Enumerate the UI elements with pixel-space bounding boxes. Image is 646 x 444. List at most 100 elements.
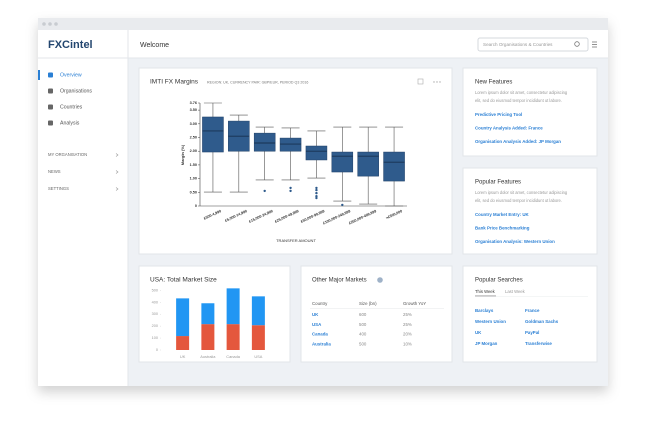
card-link[interactable]: Bank Price Benchmarking: [475, 226, 530, 231]
window-dot: [48, 22, 52, 26]
table-cell: 20%: [403, 332, 412, 337]
x-tick-label: UK: [180, 354, 186, 359]
table-cell: 400: [359, 332, 367, 337]
panel-title: Other Major Markets: [312, 278, 367, 284]
outlier: [289, 186, 292, 190]
x-tick-label: Australia: [200, 354, 216, 359]
card-text: Lorem ipsum dolor sit amet, consectetur …: [475, 90, 568, 95]
panel-title: IMTI FX Margins: [150, 79, 199, 86]
table-cell: 25%: [403, 322, 412, 327]
search-link[interactable]: France: [525, 308, 540, 313]
table-header: Country: [312, 301, 328, 306]
window-dot: [42, 22, 46, 26]
search-link[interactable]: Goldman Sachs: [525, 319, 559, 324]
search-link[interactable]: Western Union: [475, 319, 506, 324]
page-title: Welcome: [140, 42, 169, 49]
outlier: [315, 196, 318, 200]
x-tick-label: Canada: [226, 354, 240, 359]
bar-segment: [251, 325, 265, 350]
outlier: [289, 189, 292, 193]
tab[interactable]: This Week: [475, 289, 496, 294]
outlier: [315, 191, 318, 195]
search-link[interactable]: Transferwise: [525, 341, 552, 346]
nav-item[interactable]: Countries: [60, 104, 83, 110]
card-link[interactable]: Predictive Pricing Tool: [475, 112, 522, 117]
x-tick-label: £500-4,999: [203, 209, 222, 221]
card-link[interactable]: Country Market Entry: UK: [475, 212, 529, 217]
more-icon[interactable]: [433, 81, 435, 83]
box: [357, 151, 379, 177]
bar-segment: [176, 336, 190, 350]
outlier: [263, 189, 266, 193]
x-tick-label: >£500,000: [385, 209, 403, 220]
y-tick-label: 400: [152, 300, 158, 304]
nav-item[interactable]: Organisations: [60, 88, 92, 94]
more-icon[interactable]: [439, 81, 441, 83]
y-tick-label: 100: [152, 336, 158, 340]
chevron: [115, 170, 119, 174]
table-cell: 600: [359, 312, 367, 317]
bar-segment: [226, 288, 240, 325]
nav-item[interactable]: Analysis: [60, 120, 80, 126]
y-axis-label: Margin (%): [180, 144, 185, 165]
y-tick-label: 1.50: [190, 163, 197, 167]
table-header: Size (bn): [359, 301, 377, 306]
table-cell[interactable]: Australia: [312, 341, 331, 346]
window-dot: [54, 22, 58, 26]
table-cell[interactable]: UK: [312, 312, 319, 317]
table-cell[interactable]: USA: [312, 322, 322, 327]
search-link[interactable]: UK: [475, 330, 482, 335]
nav-icon: [48, 120, 53, 126]
nav-section[interactable]: MY ORGANISATION: [48, 152, 87, 157]
box: [279, 137, 302, 152]
table-cell: 500: [359, 341, 367, 346]
search-placeholder: Search Organisations & Countries: [483, 42, 553, 47]
nav-section[interactable]: SETTINGS: [48, 186, 69, 191]
panel-title: USA: Total Market Size: [150, 277, 217, 284]
download-icon[interactable]: [417, 78, 424, 85]
y-tick-label: 3.50: [190, 108, 197, 112]
y-tick-label: 0: [156, 348, 158, 352]
card-link[interactable]: Country Analysis Added: France: [475, 126, 543, 131]
nav-item[interactable]: Overview: [60, 72, 82, 78]
box: [202, 116, 224, 153]
table-cell: 10%: [403, 341, 412, 346]
bar-segment: [201, 324, 215, 350]
card-link[interactable]: Organisation Analysis Added: JP Morgan: [475, 139, 561, 144]
card-text: elit, sed do eiusmod tempor incididunt u…: [475, 98, 562, 103]
y-tick-label: 3.00: [190, 122, 197, 126]
card-text: elit, sed do eiusmod tempor incididunt u…: [475, 198, 562, 203]
y-tick-label: 0: [195, 204, 197, 208]
card-text: Lorem ipsum dolor sit amet, consectetur …: [475, 190, 568, 195]
search-box[interactable]: [477, 37, 589, 52]
outlier: [315, 194, 318, 198]
table-cell[interactable]: Canada: [312, 332, 328, 337]
bar-segment: [176, 298, 190, 337]
box: [331, 151, 354, 173]
card-title: Popular Searches: [475, 278, 523, 284]
tab[interactable]: Last Week: [505, 289, 526, 294]
nav-section[interactable]: NEWS: [48, 169, 61, 174]
y-tick-label: 1.00: [190, 177, 197, 181]
nav-icon: [48, 104, 53, 110]
y-tick-label: 2.00: [190, 149, 197, 153]
title-bar: [38, 18, 608, 30]
nav-icon: [48, 72, 53, 78]
more-icon[interactable]: [436, 81, 438, 83]
logo: FXCintel: [48, 39, 93, 51]
x-axis-label: TRANSFER AMOUNT: [276, 238, 316, 243]
search-link[interactable]: Barclays: [475, 308, 494, 313]
active-indicator: [38, 70, 40, 80]
x-tick-label: USA: [254, 354, 262, 359]
panel-subtitle: REGION: UK, CURRENCY PAIR: GBP/EUR, PERI…: [207, 80, 308, 84]
panel: [138, 67, 453, 255]
search-icon: [574, 41, 580, 47]
table-header: Growth YoY: [403, 301, 426, 306]
search-link[interactable]: PayPal: [525, 330, 539, 335]
nav-icon: [48, 88, 53, 94]
card-link[interactable]: Organisation Analysis: Western Union: [475, 239, 555, 244]
search-link[interactable]: JP Morgan: [475, 341, 498, 346]
y-tick-label: 200: [152, 324, 158, 328]
chevron: [115, 153, 119, 157]
